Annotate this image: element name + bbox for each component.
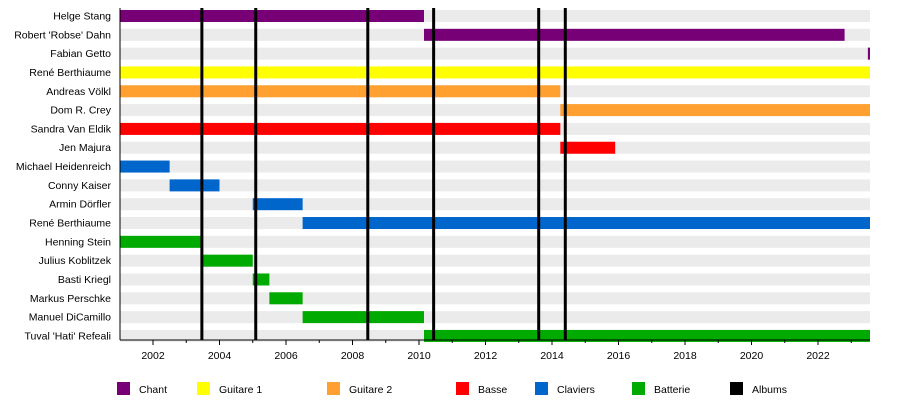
row-background xyxy=(120,311,870,324)
legend-label: Albums xyxy=(752,384,787,396)
x-tick-label: 2010 xyxy=(407,350,431,362)
member-label: Andreas Völkl xyxy=(46,86,111,98)
x-tick-label: 2004 xyxy=(208,350,232,362)
legend-label: Guitare 2 xyxy=(349,384,392,396)
legend-swatch xyxy=(730,382,743,395)
member-label: Conny Kaiser xyxy=(48,180,112,192)
member-label: Tuval 'Hati' Refeali xyxy=(25,330,112,342)
legend-label: Basse xyxy=(478,384,507,396)
row-background xyxy=(120,141,870,154)
member-bar xyxy=(560,104,870,117)
member-label: Michael Heidenreich xyxy=(16,161,111,173)
x-tick-label: 2016 xyxy=(607,350,631,362)
legend-swatch xyxy=(632,382,645,395)
legend-label: Chant xyxy=(139,384,167,396)
member-label: Fabian Getto xyxy=(50,48,111,60)
member-bar xyxy=(252,198,303,211)
x-tick-label: 2012 xyxy=(474,350,498,362)
member-bar xyxy=(867,47,870,60)
row-background xyxy=(120,273,870,286)
row-background xyxy=(120,47,870,60)
member-bar xyxy=(169,179,220,192)
member-bar xyxy=(302,311,424,324)
x-tick-label: 2014 xyxy=(540,350,564,362)
legend-swatch xyxy=(327,382,340,395)
member-bar xyxy=(423,329,870,342)
legend-label: Claviers xyxy=(557,384,595,396)
member-label: Armin Dörfler xyxy=(49,199,111,211)
x-tick-label: 2022 xyxy=(806,350,830,362)
legend-swatch xyxy=(197,382,210,395)
member-label: Dom R. Crey xyxy=(50,105,111,117)
member-label: René Berthiaume xyxy=(29,67,111,79)
member-label: Manuel DiCamillo xyxy=(29,312,111,324)
member-label: Jen Majura xyxy=(59,142,111,154)
legend-label: Guitare 1 xyxy=(219,384,262,396)
row-background xyxy=(120,254,870,267)
member-label: Henning Stein xyxy=(45,236,111,248)
x-tick-label: 2020 xyxy=(740,350,764,362)
member-label: René Berthiaume xyxy=(29,218,111,230)
row-background xyxy=(120,235,870,248)
legend-label: Batterie xyxy=(654,384,690,396)
member-bar xyxy=(269,292,303,305)
member-bar xyxy=(119,85,561,98)
x-tick-label: 2008 xyxy=(341,350,365,362)
x-tick-label: 2002 xyxy=(141,350,165,362)
member-bar xyxy=(560,141,616,154)
member-label: Robert 'Robse' Dahn xyxy=(14,29,111,41)
member-bar xyxy=(202,254,253,267)
member-bar xyxy=(119,10,424,22)
legend-swatch xyxy=(456,382,469,395)
member-label: Julius Koblitzek xyxy=(39,255,112,267)
member-bar xyxy=(119,235,203,248)
member-bar xyxy=(119,160,170,173)
member-bar xyxy=(302,217,870,230)
row-background xyxy=(120,198,870,211)
member-bar xyxy=(119,122,561,135)
row-background xyxy=(120,292,870,305)
member-bar xyxy=(119,66,870,79)
row-background xyxy=(120,160,870,173)
x-tick-label: 2018 xyxy=(673,350,697,362)
member-label: Markus Perschke xyxy=(30,293,111,305)
member-label: Helge Stang xyxy=(53,11,111,23)
member-label: Sandra Van Eldik xyxy=(31,123,112,135)
row-background xyxy=(120,179,870,192)
x-tick-label: 2006 xyxy=(274,350,298,362)
legend-swatch xyxy=(117,382,130,395)
member-bar xyxy=(423,28,845,41)
member-label: Basti Kriegl xyxy=(58,274,111,286)
legend-swatch xyxy=(535,382,548,395)
